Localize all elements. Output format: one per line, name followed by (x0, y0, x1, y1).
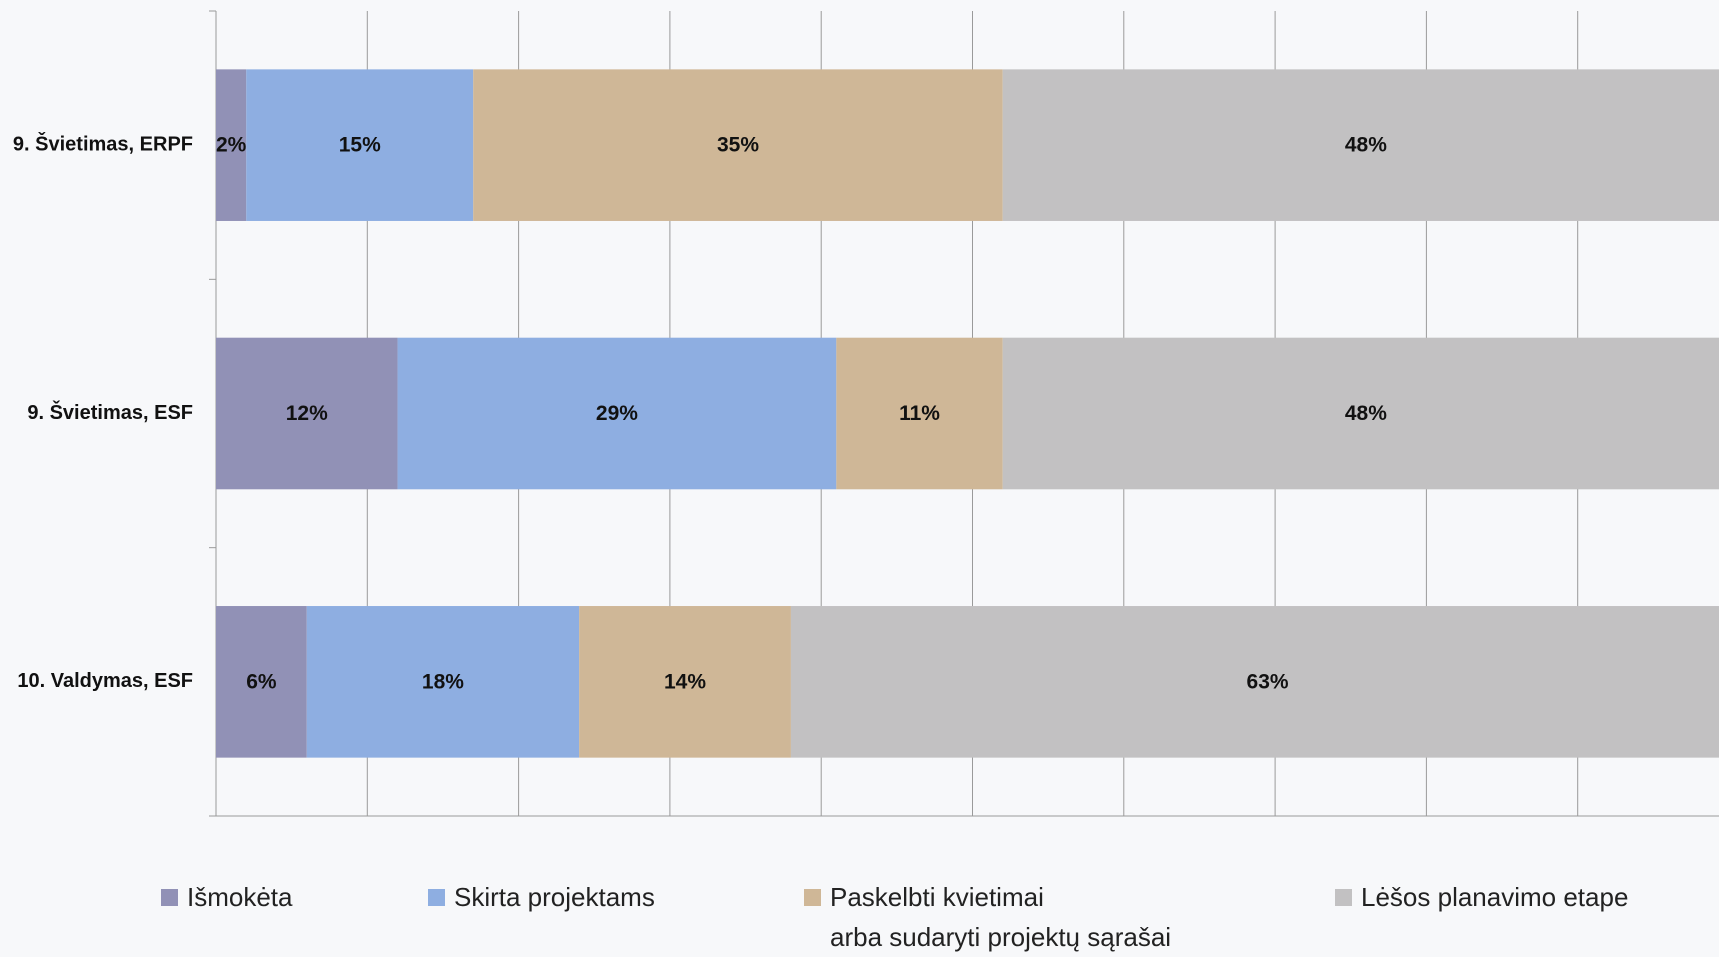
legend-swatch (1335, 889, 1352, 906)
legend-label: Paskelbti kvietimai arba sudaryti projek… (830, 882, 1172, 952)
data-label: 12% (286, 402, 328, 425)
bar-segment (836, 337, 1003, 490)
data-label: 63% (1247, 670, 1289, 693)
data-label: 48% (1345, 134, 1387, 157)
category-label: 9. Švietimas, ESF (27, 400, 193, 424)
bar-segment (1002, 69, 1719, 221)
bar-segment (579, 606, 791, 758)
legend-label: Skirta projektams (454, 882, 655, 912)
legend-swatch (804, 889, 821, 906)
data-label: 18% (422, 670, 464, 693)
legend-swatch (161, 889, 178, 906)
data-label: 2% (216, 134, 247, 157)
legend-label: Išmokėta (187, 882, 293, 912)
legend-item: Lėšos planavimo etape (1335, 877, 1628, 917)
legend-swatch (428, 889, 445, 906)
data-label: 35% (717, 134, 759, 157)
bar-segment (306, 606, 580, 758)
data-label: 29% (596, 402, 638, 425)
chart: 9. Švietimas, ERPF 2% 15% 35% 48% 9. Švietima… (13, 10, 1719, 817)
data-label: 48% (1345, 402, 1387, 425)
bar-segment (1002, 337, 1719, 490)
data-label: 11% (899, 402, 940, 425)
category-label: 9. Švietimas, ERPF (13, 131, 193, 155)
bar-segment (216, 337, 398, 490)
data-label: 15% (339, 134, 381, 157)
bar-segment (473, 69, 1003, 221)
bar-segment (397, 337, 837, 490)
bar-segment (216, 606, 307, 758)
legend-item: Skirta projektams (428, 877, 655, 917)
bar-segment (790, 606, 1719, 758)
legend-label: Lėšos planavimo etape (1361, 882, 1629, 912)
category-label: 10. Valdymas, ESF (17, 670, 193, 692)
legend-item: Paskelbti kvietimai arba sudaryti projek… (804, 877, 1171, 957)
legend-item: Išmokėta (161, 877, 293, 917)
bar-segment (246, 69, 474, 221)
bar-segment (216, 69, 247, 221)
data-label: 14% (664, 670, 706, 693)
data-label: 6% (246, 670, 277, 693)
